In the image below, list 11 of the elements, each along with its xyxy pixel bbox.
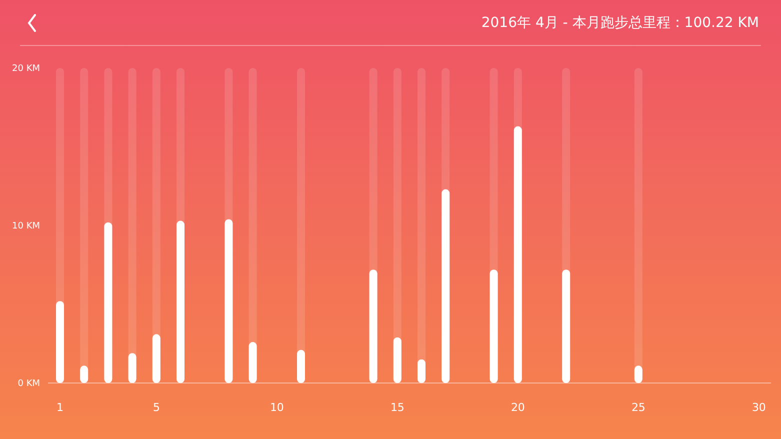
x-tick-label: 30 [752, 400, 766, 414]
y-tick-label: 20 KM [12, 64, 40, 74]
x-tick-label: 20 [510, 400, 525, 414]
x-tick-label: 15 [390, 400, 404, 414]
x-tick-label: 10 [270, 400, 284, 414]
x-tick-label: 5 [152, 400, 160, 414]
x-tick-label: 1 [56, 400, 64, 414]
chart-title: 2016年 4月 - 本月跑步总里程：100.22 KM [481, 14, 759, 32]
x-tick-label: 25 [631, 400, 646, 414]
y-tick-label: 0 KM [18, 379, 40, 390]
y-tick-label: 10 KM [12, 222, 40, 232]
